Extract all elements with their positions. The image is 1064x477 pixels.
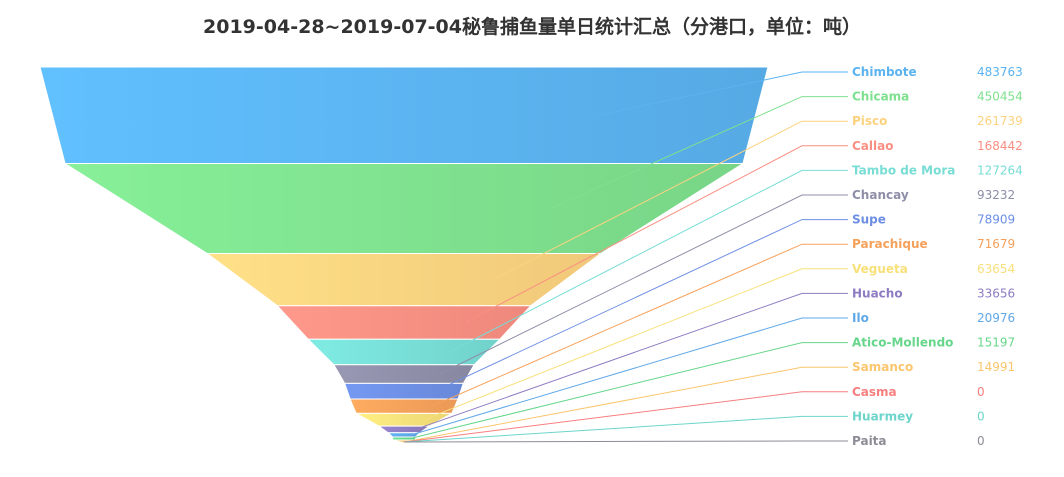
category-label: Chimbote [852,65,917,79]
category-label: Casma [852,385,897,399]
category-label: Chicama [852,90,909,104]
leader-line [434,219,848,392]
value-label: 14991 [977,360,1015,374]
leader-line [411,317,848,436]
category-label: Samanco [852,360,913,374]
leader-line [492,120,848,281]
value-label: 0 [977,409,985,423]
category-label: Vegueta [852,262,908,276]
value-label: 78909 [977,213,1015,227]
leader-line [410,342,848,439]
category-label: Huacho [852,286,903,300]
category-label: Atico-Mollendo [852,336,953,350]
leader-line [449,169,848,353]
leader-line [407,366,848,442]
value-label: 33656 [977,286,1015,300]
leader-line [403,415,848,443]
funnel-segment-tambo-de-mora[interactable] [307,338,501,366]
category-label: Paita [852,434,887,448]
category-label: Parachique [852,237,928,251]
category-label: Chancay [852,188,909,202]
funnel-segment-chimbote[interactable] [39,66,769,165]
category-label: Huarmey [852,409,913,423]
category-label: Tambo de Mora [852,163,955,177]
funnel-segment-parachique[interactable] [349,398,459,414]
value-label: 127264 [977,163,1023,177]
leader-line [464,145,848,323]
value-label: 93232 [977,188,1015,202]
value-label: 168442 [977,139,1023,153]
funnel-segment-supe[interactable] [343,382,465,400]
funnel-segments [39,66,769,444]
leader-line [415,292,848,430]
leader-line [551,96,848,209]
funnel-segment-vegueta[interactable] [354,412,454,427]
value-label: 71679 [977,237,1015,251]
value-label: 63654 [977,262,1015,276]
value-label: 483763 [977,65,1023,79]
category-label: Ilo [852,311,869,325]
leader-line [439,194,848,375]
leader-line [403,391,848,443]
value-label: 20976 [977,311,1015,325]
value-label: 15197 [977,336,1015,350]
funnel-segment-callao[interactable] [276,305,532,340]
funnel-segment-pisco[interactable] [205,252,603,307]
funnel-segment-chicama[interactable] [63,163,745,254]
value-label: 450454 [977,90,1023,104]
chart-title: 2019-04-28~2019-07-04秘鲁捕鱼量单日统计汇总（分港口，单位：… [203,16,861,38]
leader-line [431,243,848,407]
value-label: 0 [977,385,985,399]
leader-lines [403,71,848,443]
value-label: 261739 [977,114,1023,128]
value-label: 0 [977,434,985,448]
category-label: Pisco [852,114,887,128]
leader-line [403,440,848,443]
leader-line [597,71,848,116]
category-label: Supe [852,213,886,227]
category-label: Callao [852,139,893,153]
funnel-labels: Chimbote 483763 Chicama 450454 Pisco 261739 Ca… [852,65,1023,448]
leader-line [423,268,848,421]
